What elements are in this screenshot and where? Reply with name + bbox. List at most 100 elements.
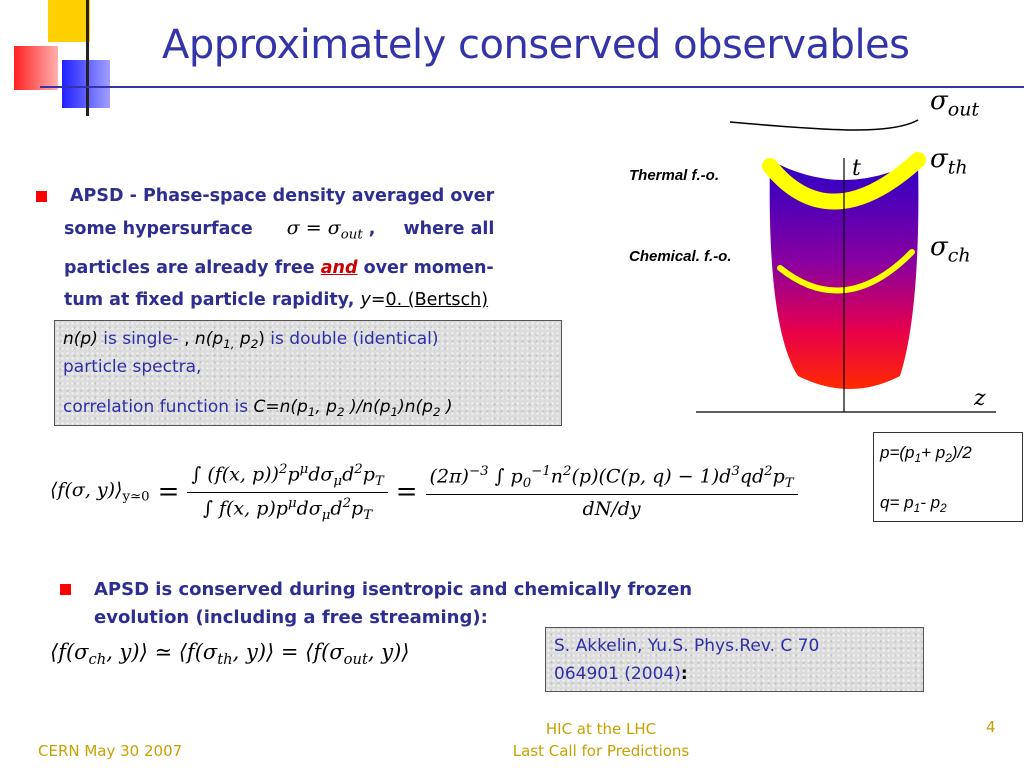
n2-f: p: [772, 465, 785, 488]
d1-dsigma-sub: μ: [321, 507, 331, 523]
correlation-C: C=: [253, 397, 280, 417]
logo-yellow-square: [48, 0, 90, 42]
chemical-freezeout-label: Chemical. f.-o.: [629, 248, 732, 265]
mean-momentum-def: p=(p1+ p2)/2: [880, 443, 972, 465]
sigma-out-curve: [729, 119, 919, 131]
n2-f-sub: T: [784, 475, 794, 491]
corr-sub4: 2: [432, 405, 441, 420]
q-b: - p: [920, 493, 941, 512]
cf-c-sub: out: [343, 651, 368, 669]
d1-pT-sub: T: [363, 507, 373, 523]
cf-d: , y)⟩: [367, 640, 410, 664]
double-p2: p: [234, 329, 251, 349]
corr-np2: )n(p: [398, 397, 433, 417]
bullet1-line4: tum at fixed particle rapidity, y=0. (Be…: [64, 284, 564, 316]
footer-center-line1: HIC at the LHC: [545, 720, 657, 738]
t-axis-label: t: [852, 156, 861, 181]
n2-a-sup: −3: [468, 464, 489, 480]
cf-a-sub: ch: [88, 651, 107, 669]
d1-d: d: [330, 496, 343, 519]
slide-title: Approximately conserved observables: [162, 22, 910, 68]
apsd-formula: ⟨f(σ, y)⟩y≃0 = ∫ (f(x, p))2pμdσμd2pT ∫ f…: [50, 456, 798, 528]
thermal-freezeout-curve: [762, 152, 926, 210]
title-divider: [40, 86, 1024, 88]
frac1-numerator: ∫ (f(x, p))2pμdσμd2pT: [187, 461, 388, 493]
bertsch-ref: 0. (Bertsch): [385, 289, 489, 310]
bullet-apsd-definition: APSD - Phase-space density averaged over…: [64, 180, 564, 316]
footer-date: CERN May 30 2007: [38, 742, 183, 760]
momentum-definitions-box: p=(p1+ p2)/2 q= p1- p2: [873, 432, 1023, 522]
cf-b: , y)⟩ ≃ ⟨f(σ: [106, 640, 218, 664]
logo-red-square: [14, 46, 58, 90]
spectra-line1: n(p) is single- , n(p1, p2) is double (i…: [63, 329, 439, 351]
correlation-text: correlation function is: [63, 397, 254, 417]
p-b: + p: [921, 443, 946, 462]
formula-eq1: =: [157, 477, 180, 507]
sigma-out-sub: out: [947, 98, 980, 121]
spectra-definition-box: n(p) is single- , n(p1, p2) is double (i…: [54, 320, 562, 426]
p-c: )/2: [951, 443, 972, 462]
bullet1-line2-text: some hypersurface: [64, 219, 253, 239]
bullet2-line1: APSD is conserved during isentropic and …: [94, 579, 693, 600]
bullet1-line3: particles are already free and over mome…: [64, 252, 564, 284]
sigma-ch-label: σch: [930, 232, 971, 267]
p-sub2: 2: [945, 451, 952, 466]
n1-d: d: [342, 462, 355, 485]
bullet1-line1-text: APSD - Phase-space density averaged over: [70, 186, 495, 206]
footer-center: HIC at the LHC Last Call for Predictions: [470, 718, 732, 762]
sigma-out-symbol: σ: [930, 86, 948, 116]
rapidity-y: y=: [360, 289, 386, 310]
frac1-denominator: ∫ f(x, p)pμdσμd2pT: [187, 493, 387, 523]
sigma-th-label: σth: [930, 144, 968, 179]
cf-c: , y)⟩ = ⟨f(σ: [232, 640, 344, 664]
bullet1-line4-text: tum at fixed particle rapidity: [64, 289, 348, 310]
hypersurface-math: σ = σout: [286, 217, 363, 243]
q-sub2: 2: [940, 501, 947, 516]
p-sub1: 1: [914, 451, 922, 466]
lhs-text: ⟨f(σ, y)⟩: [50, 479, 123, 502]
page-number: 4: [986, 718, 996, 736]
double-spectrum-n: n(p: [194, 329, 224, 349]
hypersurface-sigma: σ = σ: [286, 217, 341, 239]
is-single-text: is single-: [97, 329, 185, 349]
sigma-th-sub: th: [947, 156, 968, 179]
box1-comma: ,: [184, 329, 195, 349]
bullet1-line3-tail: over momen-: [357, 257, 494, 278]
frac2-numerator: (2π)−3 ∫ p0−1n2(p)(C(p, q) − 1)d3qd2pT: [425, 464, 798, 495]
corr-p2: , p: [315, 397, 337, 417]
corr-sub1: 1: [307, 405, 316, 420]
lhs-sub: y≃0: [122, 489, 150, 505]
double-sub2: 2: [250, 337, 259, 352]
n1-dsigma-sub: μ: [333, 473, 343, 489]
corr-sub3: 1: [390, 405, 399, 420]
d1-pT: p: [351, 496, 364, 519]
single-spectrum-np: n(p): [63, 329, 98, 349]
n1-sup: 2: [278, 461, 288, 477]
sigma-ch-symbol: σ: [930, 232, 948, 262]
correlation-function-line: correlation function is C=n(p1, p2 )/n(p…: [63, 397, 453, 419]
double-close: ): [258, 329, 265, 349]
q-a: q= p: [880, 493, 914, 512]
n1-pT-sub: T: [374, 473, 384, 489]
bullet-marker-2: [60, 584, 71, 595]
d1-dsigma: dσ: [296, 496, 322, 519]
reference-line1: S. Akkelin, Yu.S. Phys.Rev. C 70: [554, 636, 820, 656]
cf-b-sub: th: [217, 651, 233, 669]
freezeout-diagram: [696, 119, 996, 413]
n2-d-sup: 3: [731, 464, 740, 480]
bullet2-line2: evolution (including a free streaming):: [94, 607, 488, 628]
corr-n1: n(p: [279, 397, 308, 417]
corr-close: ): [440, 397, 453, 417]
footer-center-line2: Last Call for Predictions: [512, 742, 690, 760]
frac2-denominator: dN/dy: [582, 497, 641, 520]
conservation-formula: ⟨f(σch, y)⟩ ≃ ⟨f(σth, y)⟩ = ⟨f(σout, y)⟩: [50, 640, 409, 668]
n2-d: (p)(C(p, q) − 1)d: [571, 465, 732, 488]
relative-momentum-def: q= p1- p2: [880, 493, 947, 515]
n2-e-sup: 2: [764, 464, 773, 480]
chemical-freezeout-curve: [777, 249, 915, 294]
logo-vertical-line: [86, 0, 89, 116]
bullet-apsd-conserved: APSD is conserved during isentropic and …: [94, 576, 794, 632]
n2-b-sub: 0: [522, 475, 532, 491]
sigma-out-label: σout: [930, 86, 979, 121]
bullet1-where-all: where all: [403, 219, 495, 239]
